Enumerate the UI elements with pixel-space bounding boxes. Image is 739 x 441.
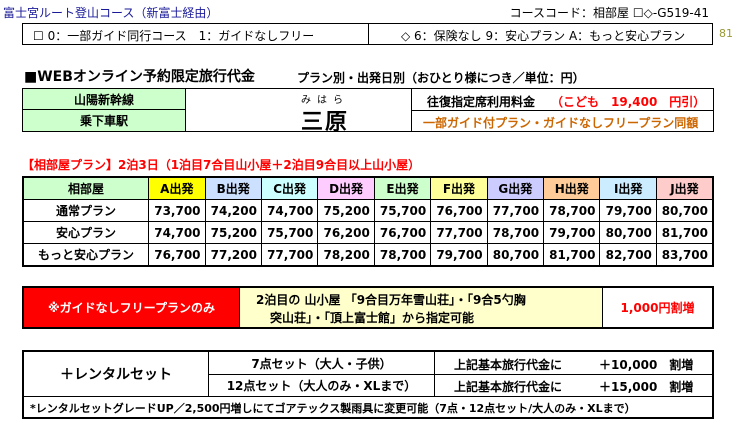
price-cell: 75,700 xyxy=(260,221,319,244)
side-number: 81 xyxy=(719,27,733,40)
col-header-a: A出発 xyxy=(148,176,206,200)
price-cell: 78,700 xyxy=(486,221,545,244)
price-cell: 77,200 xyxy=(204,243,262,267)
station-box: 山陽新幹線 乗下車駅 みはら 三原 往復指定席利用料金 （こども 19,400 … xyxy=(22,88,714,135)
free-plan-banner: ※ガイドなしフリープランのみ xyxy=(24,288,240,327)
price-cell: 74,700 xyxy=(260,199,319,222)
price-table: 相部屋 A出発 B出発 C出発 D出発 E出発 F出発 G出発 H出発 I出発 … xyxy=(22,176,714,267)
course-code: コースコード：相部屋 ☐◇-G519-41 xyxy=(509,6,709,20)
price-cell: 80,700 xyxy=(599,221,657,244)
price-title: ■WEBオンライン予約限定旅行代金 xyxy=(24,69,255,85)
price-cell: 76,700 xyxy=(430,199,488,222)
option-box: ☐ 0：一部ガイド同行コース 1：ガイドなしフリー ◇ 6：保険なし 9：安心プ… xyxy=(22,23,713,45)
col-header-i: I出発 xyxy=(599,176,657,200)
rental-item-prefix: 上記基本旅行代金に xyxy=(454,380,563,394)
price-cell: 82,700 xyxy=(599,243,657,267)
price-cell: 81,700 xyxy=(543,243,601,267)
rental-box: ＋レンタルセット 7点セット（大人・子供） 上記基本旅行代金に ＋10,000 … xyxy=(22,350,714,419)
price-cell: 74,700 xyxy=(148,221,206,244)
price-cell: 77,700 xyxy=(486,199,545,222)
plan-label: 安心プラン xyxy=(22,221,150,244)
price-cell: 79,700 xyxy=(430,243,488,267)
course-title: 富士宮ルート登山コース（新富士経由） xyxy=(3,6,219,20)
price-cell: 78,700 xyxy=(373,243,432,267)
table-row: 安心プラン 74,700 75,200 75,700 76,200 76,700… xyxy=(22,221,714,244)
rental-note: *レンタルセットグレードUP／2,500円増しにてゴアテックス製雨具に変更可能（… xyxy=(30,402,636,415)
price-cell: 76,700 xyxy=(373,221,432,244)
price-cell: 77,700 xyxy=(430,221,488,244)
station-name: 三原 xyxy=(301,110,350,135)
station-label: 乗下車駅 xyxy=(23,110,186,131)
plan-label: もっと安心プラン xyxy=(22,243,150,267)
rental-item-price: ＋10,000 割増 xyxy=(599,358,694,372)
price-cell: 75,700 xyxy=(373,199,432,222)
price-cell: 78,200 xyxy=(317,243,375,267)
col-header-h: H出発 xyxy=(543,176,601,200)
price-subtitle: プラン別・出発日別（おひとり様につき／単位：円） xyxy=(297,71,585,85)
section-title: 【相部屋プラン】2泊3日（1泊目7合目山小屋＋2泊目9合目以上山小屋） xyxy=(22,158,421,172)
col-header-j: J出発 xyxy=(655,176,714,200)
rental-item-name: 12点セット（大人のみ・XLまで） xyxy=(226,379,417,393)
price-cell: 76,200 xyxy=(317,221,375,244)
rental-item-price: ＋15,000 割増 xyxy=(599,380,694,394)
price-cell: 80,700 xyxy=(655,199,714,222)
free-plan-detail-2: 突山荘」・「頂上富士館」から指定可能 xyxy=(270,311,475,325)
price-cell: 73,700 xyxy=(148,199,206,222)
price-cell: 75,200 xyxy=(204,221,262,244)
option-right: ◇ 6：保険なし 9：安心プラン A：もっと安心プラン xyxy=(401,29,686,43)
free-plan-surcharge: 1,000円割増 xyxy=(602,288,712,327)
free-plan-box: ※ガイドなしフリープランのみ 2泊目の 山小屋 「9合目万年雪山荘」・「9合5勺… xyxy=(22,286,714,329)
price-cell: 80,700 xyxy=(486,243,545,267)
price-cell: 77,700 xyxy=(260,243,319,267)
free-plan-detail-1: 2泊目の 山小屋 「9合目万年雪山荘」・「9合5勺胸 xyxy=(256,293,526,307)
rental-item-prefix: 上記基本旅行代金に xyxy=(454,358,563,372)
option-left: ☐ 0：一部ガイド同行コース 1：ガイドなしフリー xyxy=(33,29,315,43)
corner-cell: 相部屋 xyxy=(22,176,150,200)
price-cell: 75,200 xyxy=(317,199,375,222)
col-header-f: F出発 xyxy=(430,176,488,200)
fare-child: （こども 19,400 円引） xyxy=(551,95,706,109)
col-header-b: B出発 xyxy=(204,176,262,200)
table-row: 通常プラン 73,700 74,200 74,700 75,200 75,700… xyxy=(22,199,714,222)
price-cell: 74,200 xyxy=(204,199,262,222)
station-reading: みはら xyxy=(301,95,349,106)
guide-note: 一部ガイド付プラン・ガイドなしフリープラン同額 xyxy=(423,116,699,130)
price-cell: 79,700 xyxy=(599,199,657,222)
price-cell: 79,700 xyxy=(543,221,601,244)
rental-label: ＋レンタルセット xyxy=(24,352,209,396)
fare-label: 往復指定席利用料金 xyxy=(427,95,536,109)
col-header-g: G出発 xyxy=(486,176,545,200)
price-cell: 81,700 xyxy=(655,221,714,244)
col-header-d: D出発 xyxy=(317,176,375,200)
col-header-e: E出発 xyxy=(373,176,432,200)
col-header-c: C出発 xyxy=(260,176,319,200)
price-cell: 83,700 xyxy=(655,243,714,267)
table-row: もっと安心プラン 76,700 77,200 77,700 78,200 78,… xyxy=(22,243,714,267)
line-label: 山陽新幹線 xyxy=(23,89,186,110)
rental-item-name: 7点セット（大人・子供） xyxy=(251,356,392,371)
price-cell: 78,700 xyxy=(543,199,601,222)
price-cell: 76,700 xyxy=(148,243,206,267)
plan-label: 通常プラン xyxy=(22,199,150,222)
